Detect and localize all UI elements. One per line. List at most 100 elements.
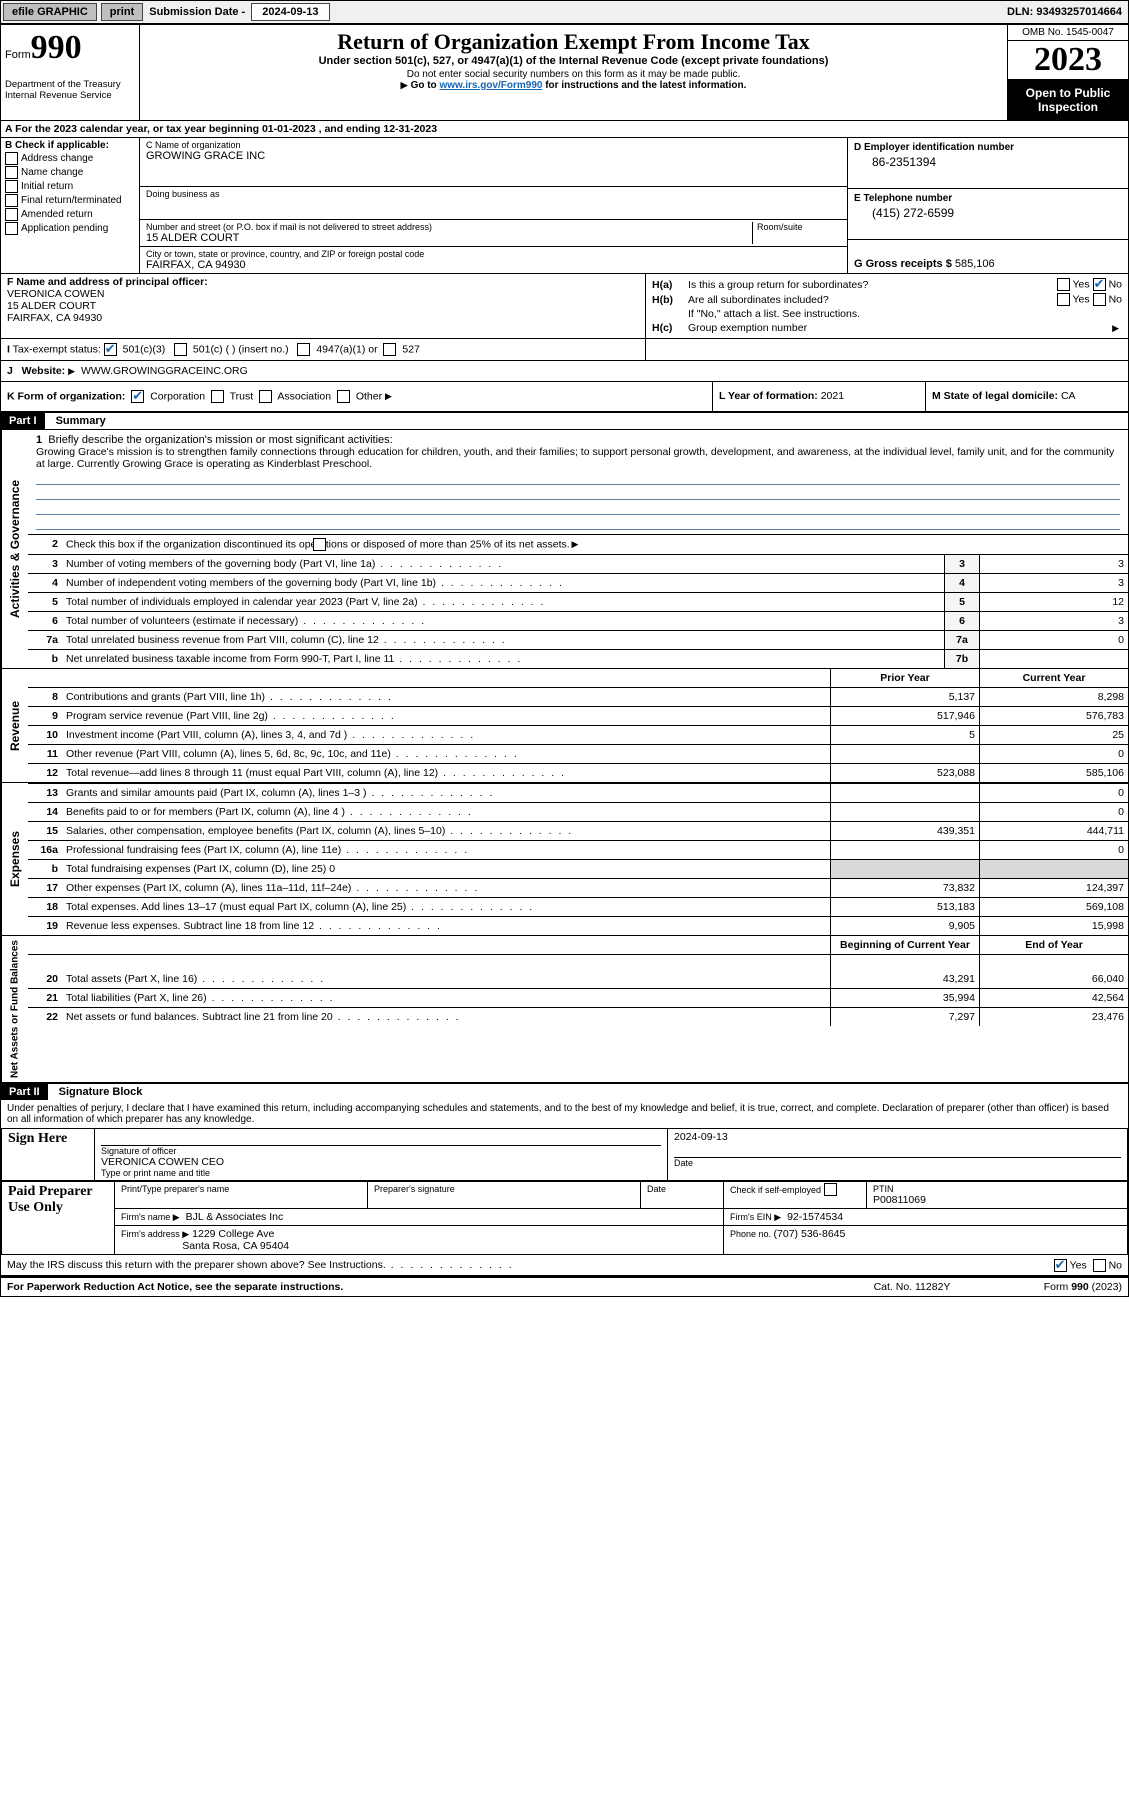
public-inspection: Open to Public Inspection	[1008, 80, 1128, 120]
part2-title: Signature Block	[51, 1084, 151, 1100]
j-text: Website:	[22, 365, 68, 377]
cb-501c[interactable]	[174, 343, 187, 356]
table-row: 15Salaries, other compensation, employee…	[28, 822, 1128, 841]
form-header: Form 990 Department of the Treasury Inte…	[1, 25, 1128, 121]
firm-phone: (707) 536-8645	[774, 1228, 846, 1240]
prep-date-label: Date	[647, 1184, 717, 1194]
cb-name-change[interactable]: Name change	[5, 166, 135, 179]
cb-corp[interactable]	[131, 390, 144, 403]
cb-trust[interactable]	[211, 390, 224, 403]
vtab-expenses: Expenses	[1, 783, 28, 935]
table-row: 19Revenue less expenses. Subtract line 1…	[28, 917, 1128, 936]
hc-text: Group exemption number	[688, 322, 1112, 334]
i-label: I	[7, 343, 10, 355]
room-label: Room/suite	[757, 222, 841, 232]
ein-value: 86-2351394	[854, 153, 1122, 169]
principal-officer: F Name and address of principal officer:…	[1, 274, 646, 338]
footer-cat: Cat. No. 11282Y	[842, 1281, 982, 1293]
header-left: Form 990 Department of the Treasury Inte…	[1, 25, 140, 120]
part2-badge: Part II	[1, 1084, 48, 1100]
table-row: bNet unrelated business taxable income f…	[28, 650, 1128, 669]
cb-application-pending[interactable]: Application pending	[5, 222, 135, 235]
firm-phone-label: Phone no.	[730, 1229, 774, 1239]
officer-signature-name: VERONICA COWEN CEO	[101, 1156, 661, 1168]
col-prior: Prior Year	[831, 669, 980, 688]
phone-value: (415) 272-6599	[854, 204, 1122, 220]
cb-final-return[interactable]: Final return/terminated	[5, 194, 135, 207]
hb-yes[interactable]	[1057, 293, 1070, 306]
submission-date-label: Submission Date -	[145, 6, 249, 18]
row-i: I Tax-exempt status: 501(c)(3) 501(c) ( …	[1, 339, 1128, 361]
department: Department of the Treasury Internal Reve…	[5, 79, 135, 101]
preparer-table: Paid Preparer Use Only Print/Type prepar…	[1, 1181, 1128, 1255]
top-bar: efile GRAPHIC print Submission Date - 20…	[0, 0, 1129, 24]
table-row: 17Other expenses (Part IX, column (A), l…	[28, 879, 1128, 898]
efile-button[interactable]: efile GRAPHIC	[3, 3, 97, 21]
table-row: 12Total revenue—add lines 8 through 11 (…	[28, 764, 1128, 783]
omb-number: OMB No. 1545-0047	[1008, 25, 1128, 41]
gross-label: G Gross receipts $	[854, 258, 955, 270]
hb-no[interactable]	[1093, 293, 1106, 306]
hb-text: Are all subordinates included?	[688, 294, 1002, 306]
vtab-revenue: Revenue	[1, 669, 28, 782]
discuss-text: May the IRS discuss this return with the…	[7, 1259, 514, 1271]
cb-initial-return[interactable]: Initial return	[5, 180, 135, 193]
addr-label: Number and street (or P.O. box if mail i…	[146, 222, 748, 232]
header-center: Return of Organization Exempt From Incom…	[140, 25, 1007, 120]
irs-link[interactable]: www.irs.gov/Form990	[439, 80, 542, 91]
c-name-label: C Name of organization	[146, 140, 841, 150]
cb-discontinued[interactable]	[313, 538, 326, 551]
vtab-net-assets: Net Assets or Fund Balances	[1, 936, 28, 1082]
org-name: GROWING GRACE INC	[146, 150, 841, 162]
col-b-checkboxes: B Check if applicable: Address change Na…	[1, 138, 140, 273]
m-label: M State of legal domicile:	[932, 390, 1061, 402]
print-button[interactable]: print	[101, 3, 143, 21]
form-note-ssn: Do not enter social security numbers on …	[150, 69, 997, 80]
discuss-yes[interactable]	[1054, 1259, 1067, 1272]
table-row: 5Total number of individuals employed in…	[28, 593, 1128, 612]
firm-addr1: 1229 College Ave	[192, 1228, 274, 1240]
year-formation: 2021	[821, 390, 844, 402]
form-container: Form 990 Department of the Treasury Inte…	[0, 24, 1129, 1297]
table-row: 20Total assets (Part X, line 16)43,29166…	[28, 955, 1128, 989]
part1-revenue: Revenue Prior YearCurrent Year 8Contribu…	[1, 669, 1128, 783]
header-right: OMB No. 1545-0047 2023 Open to Public In…	[1007, 25, 1128, 120]
cb-other[interactable]	[337, 390, 350, 403]
part1-governance: Activities & Governance 1 Briefly descri…	[1, 430, 1128, 669]
part2-header-row: Part II Signature Block	[1, 1084, 1128, 1100]
ha-yes[interactable]	[1057, 278, 1070, 291]
part1-header-row: Part I Summary	[1, 413, 1128, 430]
firm-ein-label: Firm's EIN	[730, 1212, 774, 1222]
sig-type-label: Type or print name and title	[101, 1168, 661, 1178]
line1-num: 1	[36, 434, 42, 446]
row-j-website: J Website: WWW.GROWINGGRACEINC.ORG	[1, 361, 1128, 382]
sign-here-label: Sign Here	[2, 1129, 95, 1181]
cb-amended-return[interactable]: Amended return	[5, 208, 135, 221]
cb-527[interactable]	[383, 343, 396, 356]
state-domicile: CA	[1061, 390, 1076, 402]
discuss-no[interactable]	[1093, 1259, 1106, 1272]
col-deg: D Employer identification number 86-2351…	[848, 138, 1128, 273]
expenses-table: 13Grants and similar amounts paid (Part …	[28, 783, 1128, 935]
table-row: 18Total expenses. Add lines 13–17 (must …	[28, 898, 1128, 917]
cb-self-employed[interactable]	[824, 1183, 837, 1196]
footer-form: Form 990 (2023)	[982, 1281, 1122, 1293]
perjury-statement: Under penalties of perjury, I declare th…	[1, 1100, 1128, 1128]
form-label: Form	[5, 49, 31, 61]
dln: DLN: 93493257014664	[1001, 4, 1128, 20]
form-number: 990	[31, 29, 82, 67]
vtab-governance: Activities & Governance	[1, 430, 28, 668]
ha-no[interactable]	[1093, 278, 1106, 291]
cb-assoc[interactable]	[259, 390, 272, 403]
ptin-value: P00811069	[873, 1194, 1121, 1206]
col-end: End of Year	[980, 936, 1129, 955]
cb-address-change[interactable]: Address change	[5, 152, 135, 165]
phone-label: E Telephone number	[854, 193, 952, 204]
submission-date: 2024-09-13	[251, 3, 329, 21]
ein-label: D Employer identification number	[854, 142, 1014, 153]
cb-4947[interactable]	[297, 343, 310, 356]
cb-501c3[interactable]	[104, 343, 117, 356]
revenue-table: Prior YearCurrent Year 8Contributions an…	[28, 669, 1128, 782]
sig-date: 2024-09-13	[674, 1131, 1121, 1143]
table-row: 11Other revenue (Part VIII, column (A), …	[28, 745, 1128, 764]
